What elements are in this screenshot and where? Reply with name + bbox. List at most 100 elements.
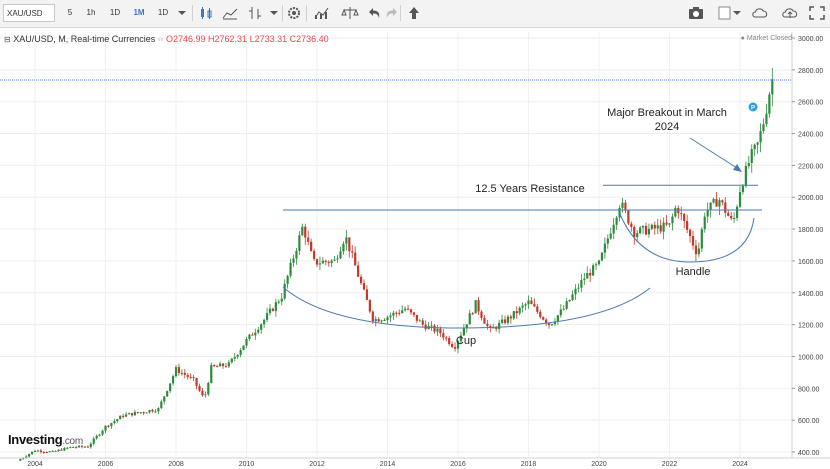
candle-body <box>383 320 386 322</box>
candle-body <box>442 333 445 338</box>
candle-body <box>647 228 651 235</box>
undo-icon[interactable] <box>364 4 384 22</box>
candle-body <box>254 332 257 336</box>
candle-body <box>515 311 518 314</box>
candle-body <box>706 210 709 217</box>
camera-icon[interactable] <box>686 4 706 22</box>
candle-body <box>668 223 671 225</box>
chevron-down-icon[interactable] <box>172 4 192 22</box>
candle-body <box>680 213 683 215</box>
candle-body <box>395 312 398 314</box>
interval-1m-button[interactable]: 1M <box>133 8 145 17</box>
chart-grid <box>0 32 792 458</box>
candle-body <box>727 212 730 216</box>
candle-body <box>157 408 160 412</box>
candle-body <box>562 308 565 310</box>
candle-series <box>19 68 774 461</box>
indicators-icon[interactable] <box>312 4 332 22</box>
fullscreen-icon[interactable] <box>807 4 827 22</box>
collapse-icon[interactable]: ⊟ <box>4 35 11 44</box>
candle-body <box>439 328 442 334</box>
candle-body <box>186 374 189 378</box>
candle-body <box>615 217 618 225</box>
candle-body <box>283 283 286 299</box>
candle-body <box>116 419 119 422</box>
candle-body <box>421 320 424 325</box>
candle-body <box>25 456 28 458</box>
candle-body <box>171 376 175 384</box>
candle-body <box>465 324 468 329</box>
candle-body <box>257 329 260 333</box>
y-tick-label: 1600.00 <box>798 259 823 266</box>
redo-icon[interactable] <box>382 4 402 22</box>
candle-body <box>721 200 724 203</box>
candle-body <box>542 317 545 320</box>
candle-body <box>101 430 104 435</box>
candle-body <box>63 447 66 451</box>
candle-body <box>75 447 78 449</box>
candle-body <box>227 362 230 367</box>
compare-icon[interactable] <box>340 4 360 22</box>
candle-body <box>336 258 339 260</box>
chevron-down-icon[interactable] <box>264 4 284 22</box>
candle-body <box>524 304 527 306</box>
interval-custom-button[interactable]: 1D <box>157 8 169 17</box>
chart-toolbar: XAU/USD 5 1h 1D 1M 1D <box>0 0 830 28</box>
candle-body <box>60 449 63 451</box>
candle-body <box>671 216 674 224</box>
cloud-save-icon[interactable] <box>780 4 800 22</box>
candle-body <box>104 425 107 431</box>
candle-body <box>280 298 283 302</box>
candle-body <box>456 341 460 349</box>
candle-body <box>357 265 360 277</box>
candles-icon[interactable] <box>196 4 216 22</box>
y-tick-label: 2200.00 <box>798 163 823 170</box>
x-tick-label: 2008 <box>168 461 184 468</box>
resistance-label: 12.5 Years Resistance <box>475 183 584 195</box>
candle-body <box>644 225 648 235</box>
candle-body <box>653 224 656 229</box>
interval-1h-button[interactable]: 1h <box>86 8 96 17</box>
candle-body <box>527 300 530 305</box>
candle-body <box>665 222 668 225</box>
candle-body <box>451 344 454 347</box>
candle-body <box>69 446 72 448</box>
color-theme-select[interactable] <box>716 4 742 22</box>
candle-body <box>489 326 492 328</box>
time-axis: 2004 2006 2008 2010 2012 2014 2016 2018 2020 2022… <box>0 457 830 468</box>
candle-body <box>462 328 465 336</box>
candle-body <box>204 394 207 396</box>
candle-body <box>606 238 609 244</box>
publish-icon[interactable] <box>404 4 424 22</box>
candle-body <box>236 354 239 357</box>
candle-body <box>386 317 389 321</box>
candle-body <box>521 305 524 308</box>
interval-1d-button[interactable]: 1D <box>109 8 121 17</box>
candle-body <box>333 259 336 261</box>
symbol-search-input[interactable]: XAU/USD <box>3 4 55 22</box>
legend-settings-icon[interactable]: ◦◦ <box>157 35 164 44</box>
candle-body <box>718 200 721 207</box>
candle-body <box>771 79 774 95</box>
candle-body <box>627 210 630 224</box>
candle-body <box>677 207 680 214</box>
bars-icon[interactable] <box>246 4 266 22</box>
candle-body <box>277 301 280 303</box>
candle-body <box>744 166 747 186</box>
cloud-load-icon[interactable] <box>750 4 770 22</box>
interval-5-button[interactable]: 5 <box>67 8 73 17</box>
area-chart-icon[interactable] <box>220 4 240 22</box>
candle-body <box>498 322 501 330</box>
candle-body <box>362 283 366 290</box>
candle-body <box>189 377 192 379</box>
candle-body <box>54 450 57 452</box>
candle-body <box>715 199 718 207</box>
candle-body <box>180 372 183 374</box>
candle-body <box>753 144 756 150</box>
candle-body <box>609 233 612 239</box>
chart-legend: ⊟ XAU/USD, M, Real-time Currencies ◦◦ O2… <box>4 34 329 44</box>
candle-body <box>145 412 148 414</box>
gear-icon[interactable] <box>284 4 304 22</box>
candle-body <box>430 325 433 327</box>
